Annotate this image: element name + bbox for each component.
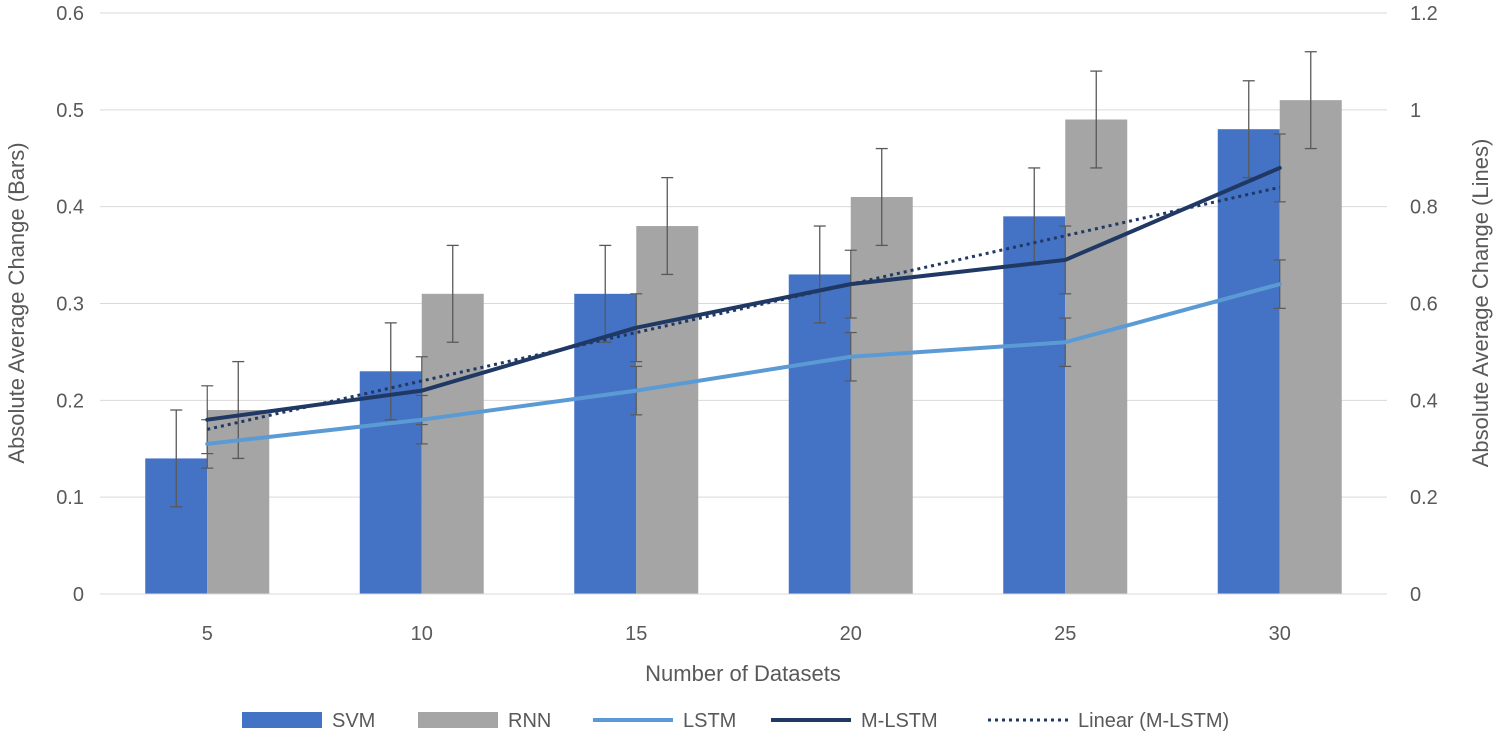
bar-rnn	[421, 293, 484, 594]
bar-rnn	[1065, 119, 1128, 595]
y2-axis-title: Absolute Average Change (Lines)	[1468, 139, 1493, 468]
line-lstm	[205, 282, 1282, 446]
x-tick-label: 25	[1054, 623, 1076, 645]
y2-tick-label: 0.4	[1410, 390, 1438, 412]
x-axis-title: Number of Datasets	[645, 661, 841, 686]
line-m-lstm	[205, 165, 1282, 422]
bars	[145, 100, 1342, 595]
y-tick-label: 0.5	[56, 100, 84, 122]
legend-swatch-rnn	[418, 712, 498, 728]
y2-tick-label: 0.8	[1410, 197, 1438, 219]
y2-tick-label: 0	[1410, 584, 1421, 606]
bar-rnn	[636, 226, 699, 595]
y2-tick-label: 1.2	[1410, 3, 1438, 25]
x-tick-label: 30	[1269, 623, 1291, 645]
bar-svm	[1003, 216, 1066, 594]
y-tick-label: 0.1	[56, 487, 84, 509]
trendline-linear-m-lstm	[206, 185, 1281, 431]
bar-svm	[1217, 129, 1280, 594]
gridlines	[100, 12, 1387, 498]
bar-svm	[788, 274, 851, 594]
legend-label-rnn: RNN	[508, 710, 551, 732]
y-tick-label: 0.4	[56, 197, 84, 219]
y-tick-label: 0	[73, 584, 84, 606]
bar-rnn	[1279, 100, 1342, 595]
legend-label-svm: SVM	[332, 710, 375, 732]
y-tick-label: 0.2	[56, 390, 84, 412]
x-tick-label: 10	[411, 623, 433, 645]
tick-labels: 0 0.1 0.2 0.3 0.4 0.5 0.6 0 0.2 0.4 0.6 0.8 1 1.2 5 10 1…	[56, 3, 1438, 645]
legend: SVM RNN LSTM M-LSTM Linear (M-LSTM)	[242, 710, 1229, 732]
error-bars	[170, 51, 1317, 508]
x-tick-label: 5	[202, 623, 213, 645]
legend-label-lstm: LSTM	[683, 710, 736, 732]
y2-tick-label: 1	[1410, 100, 1421, 122]
lines	[205, 165, 1282, 446]
bar-rnn	[850, 196, 913, 594]
y-axis-title: Absolute Average Change (Bars)	[4, 142, 29, 463]
y2-tick-label: 0.2	[1410, 487, 1438, 509]
legend-label-m-lstm: M-LSTM	[861, 710, 938, 732]
x-tick-label: 20	[840, 623, 862, 645]
y2-tick-label: 0.6	[1410, 294, 1438, 316]
y-tick-label: 0.3	[56, 294, 84, 316]
x-tick-label: 15	[625, 623, 647, 645]
legend-label-linear-m-lstm: Linear (M-LSTM)	[1078, 710, 1229, 732]
legend-swatch-svm	[242, 712, 322, 728]
y-tick-label: 0.6	[56, 3, 84, 25]
